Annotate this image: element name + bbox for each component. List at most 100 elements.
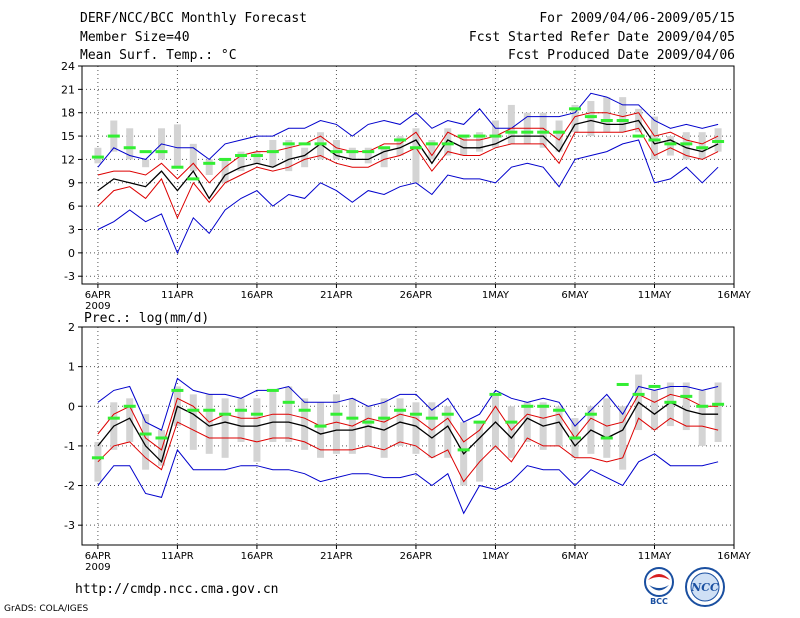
ncc-logo-text: NCC [690, 581, 719, 594]
p1-spread-bar [380, 147, 388, 168]
footer-url[interactable]: http://cmdp.ncc.cma.gov.cn [75, 582, 279, 597]
p1-spread-bar [396, 136, 404, 156]
p1-series-upper-outer [97, 92, 719, 168]
p2-series-lower-outer [97, 448, 719, 515]
p2-x-tick-label: 16MAY [717, 551, 751, 562]
p2-spread-bar [444, 406, 452, 458]
p1-spread-bar [587, 101, 595, 137]
p2-series-upper-outer [97, 377, 719, 431]
p2-x-tick-label: 6MAY [561, 551, 589, 562]
p2-x-year-label: 2009 [85, 562, 110, 573]
p1-spread-bar [269, 139, 277, 168]
p2-spread-bar [221, 398, 229, 458]
p1-spread-bar [428, 139, 436, 160]
p1-y-tick-label: 6 [68, 200, 75, 213]
p2-spread-bar [555, 406, 563, 446]
p2-spread-bar [698, 390, 706, 446]
p2-y-tick-label: 1 [68, 361, 75, 374]
p1-x-tick-label: 16MAY [717, 290, 751, 301]
p1-x-tick-label: 11APR [161, 290, 194, 301]
p1-spread-bar [126, 128, 134, 160]
p2-spread-bar [253, 398, 261, 462]
bcc-logo-icon: BCC [644, 567, 674, 606]
p2-spread-bar [476, 422, 484, 482]
p1-spread-bar [650, 116, 658, 160]
p2-plot-frame [81, 326, 735, 546]
p1-spread-bar [205, 159, 213, 175]
p2-spread-bar [603, 398, 611, 458]
chart-title: DERF/NCC/BCC Monthly Forecast [80, 11, 307, 26]
p2-x-tick-label: 1MAY [482, 551, 510, 562]
p1-x-year-label: 2009 [85, 301, 110, 312]
p2-spread-bar [301, 398, 309, 450]
variable-label: Mean Surf. Temp.: °C [80, 48, 237, 63]
p1-series-lower-outer [97, 139, 719, 255]
p2-spread-bar [158, 430, 166, 466]
p2-spread-bar [666, 382, 674, 427]
p1-x-tick-label: 21APR [320, 290, 353, 301]
p1-spread-bar [285, 139, 293, 172]
p1-spread-bar [507, 104, 515, 144]
p1-spread-bar [142, 159, 150, 168]
p1-y-tick-label: 18 [61, 107, 75, 120]
p1-x-tick-label: 11MAY [638, 290, 672, 301]
p2-y-tick-label: 0 [68, 400, 75, 413]
p1-spread-bar [253, 151, 261, 164]
p1-y-tick-label: 15 [61, 130, 75, 143]
p2-y-tick-label: -1 [64, 440, 75, 453]
p2-spread-bar [332, 394, 340, 454]
p2-spread-bar [237, 398, 245, 442]
p2-spread-bar [682, 382, 690, 431]
p1-y-tick-label: 21 [61, 83, 75, 96]
p1-spread-bar [476, 132, 484, 152]
p1-x-tick-label: 26APR [400, 290, 433, 301]
p1-spread-bar [698, 132, 706, 160]
p2-spread-bar [205, 394, 213, 454]
p2-spread-bar [126, 398, 134, 442]
p1-y-tick-label: -3 [64, 270, 75, 283]
p2-spread-bar [269, 390, 277, 442]
bcc-logo-text: BCC [650, 597, 668, 606]
p2-spread-bar [412, 402, 420, 454]
p1-spread-bar [666, 136, 674, 156]
p1-series-upper-inner [97, 112, 719, 184]
p1-spread-bar [301, 147, 309, 168]
p2-y-tick-label: -2 [64, 480, 75, 493]
p2-y-tick-label: -3 [64, 519, 75, 532]
p1-spread-bar [714, 128, 722, 152]
p2-spread-bar [619, 406, 627, 470]
p2-series-lower-inner [97, 417, 719, 483]
p1-spread-bar [332, 139, 340, 160]
p1-spread-bar [317, 132, 325, 160]
p2-spread-bar [142, 414, 150, 470]
grads-credit: GrADS: COLA/IGES [4, 604, 89, 614]
p1-x-tick-label: 6MAY [561, 290, 589, 301]
forecast-period: For 2009/04/06-2009/05/15 [539, 11, 735, 26]
p1-series-lower-inner [97, 127, 719, 220]
p1-spread-bar [348, 147, 356, 160]
p2-x-tick-label: 16APR [241, 551, 274, 562]
p2-series-upper-inner [97, 393, 719, 451]
p1-spread-bar [571, 104, 579, 133]
p1-spread-bar [173, 124, 181, 168]
p1-spread-bar [444, 128, 452, 156]
p2-x-tick-label: 21APR [320, 551, 353, 562]
p1-x-tick-label: 16APR [241, 290, 274, 301]
p1-spread-bar [619, 97, 627, 133]
p1-y-tick-label: 0 [68, 247, 75, 260]
p2-spread-bar [650, 390, 658, 431]
p1-spread-bar [682, 132, 690, 160]
p1-spread-bar [539, 112, 547, 148]
p1-x-tick-label: 1MAY [482, 290, 510, 301]
p2-x-tick-label: 6APR [85, 551, 111, 562]
p1-spread-bar [94, 147, 102, 164]
fcst-produced-date: Fcst Produced Date 2009/04/06 [508, 48, 735, 63]
p2-x-tick-label: 11APR [161, 551, 194, 562]
p2-spread-bar [714, 382, 722, 442]
p2-spread-bar [380, 398, 388, 458]
p1-y-tick-label: 24 [61, 60, 75, 73]
p2-panel-title: Prec.: log(mm/d) [84, 311, 209, 326]
ncc-logo-icon: NCC [685, 567, 725, 607]
p1-x-tick-label: 6APR [85, 290, 111, 301]
